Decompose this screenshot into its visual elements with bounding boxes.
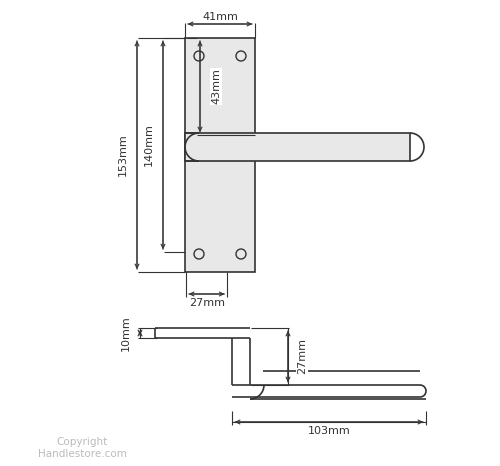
Text: 153mm: 153mm — [118, 134, 128, 176]
Text: Copyright
Handlestore.com: Copyright Handlestore.com — [38, 437, 126, 459]
Text: 41mm: 41mm — [202, 12, 238, 22]
Text: 10mm: 10mm — [121, 315, 131, 351]
Text: 27mm: 27mm — [188, 298, 224, 308]
Bar — [185, 133, 410, 161]
Text: 43mm: 43mm — [211, 69, 221, 104]
Text: 103mm: 103mm — [308, 426, 350, 436]
Text: 140mm: 140mm — [144, 123, 154, 166]
Bar — [185, 38, 255, 272]
Text: 27mm: 27mm — [297, 338, 307, 375]
